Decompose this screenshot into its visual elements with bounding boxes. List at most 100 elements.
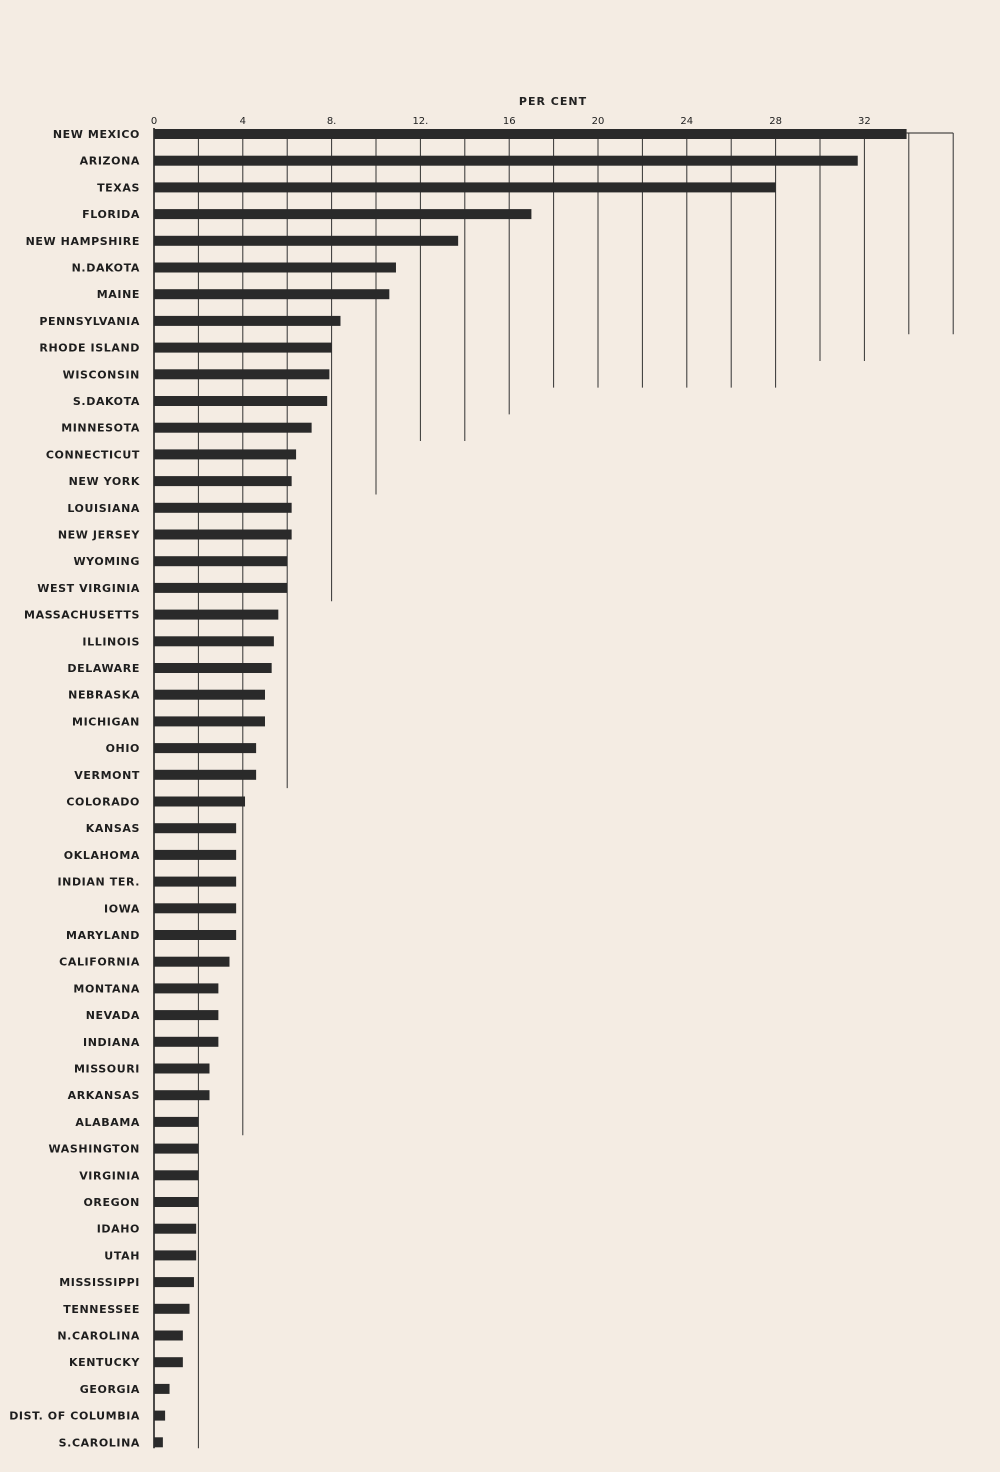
category-label: MICHIGAN [72, 715, 140, 728]
bar-florida [154, 209, 532, 220]
bar-colorado [154, 796, 246, 807]
category-label: OHIO [106, 742, 140, 755]
bar-washington [154, 1143, 199, 1154]
bar-ohio [154, 743, 257, 754]
bar-pennsylvania [154, 315, 341, 326]
bar-n-carolina [154, 1330, 183, 1341]
category-label: IOWA [104, 902, 140, 915]
bar-oklahoma [154, 849, 237, 860]
bar-alabama [154, 1116, 199, 1127]
bar-illinois [154, 636, 274, 647]
x-axis-ticks: 0 4 8. 12. 16 20 24 28 32 [151, 116, 871, 127]
bar-vermont [154, 769, 257, 780]
category-label: NEW YORK [69, 475, 140, 488]
bar-iowa [154, 903, 237, 914]
bar-wisconsin [154, 369, 330, 380]
bar-maine [154, 289, 390, 300]
category-label: TEXAS [97, 181, 140, 194]
bar-indian-ter [154, 876, 237, 887]
bar-nebraska [154, 689, 265, 700]
category-label: WEST VIRGINIA [37, 582, 140, 595]
category-label: ARIZONA [80, 155, 140, 168]
bar-new-hampshire [154, 235, 459, 246]
category-label: MARYLAND [66, 929, 140, 942]
category-label: MAINE [97, 288, 140, 301]
bar-utah [154, 1250, 197, 1261]
category-label: CALIFORNIA [59, 956, 140, 969]
gridlines [153, 128, 954, 1449]
category-label: KANSAS [86, 822, 140, 835]
bar-michigan [154, 716, 265, 727]
bar-texas [154, 182, 776, 193]
x-tick-label: 28 [769, 116, 782, 127]
category-label: WASHINGTON [49, 1143, 140, 1156]
bar-dist-of-columbia [154, 1410, 166, 1421]
category-label: IDAHO [97, 1223, 140, 1236]
bar-s-carolina [154, 1437, 163, 1448]
x-tick-label: 20 [592, 116, 605, 127]
bar-delaware [154, 663, 272, 673]
bar-montana [154, 983, 219, 994]
category-label: DIST. OF COLUMBIA [9, 1410, 140, 1423]
bar-s-dakota [154, 396, 328, 406]
bar-n-dakota [154, 262, 396, 273]
category-label: S.CAROLINA [59, 1436, 140, 1449]
category-label: NEBRASKA [68, 689, 140, 702]
bar-massachusetts [154, 609, 279, 620]
category-label: MONTANA [73, 982, 140, 995]
category-label: VERMONT [74, 769, 140, 782]
category-label: LOUISIANA [67, 502, 140, 515]
bar-kansas [154, 823, 237, 834]
x-tick-label: 4 [240, 116, 246, 127]
x-tick-label: 16 [503, 116, 516, 127]
bar-missouri [154, 1063, 210, 1074]
bar-wyoming [154, 556, 288, 567]
category-label: PENNSYLVANIA [39, 315, 140, 328]
x-tick-label: 8. [327, 116, 337, 127]
bar-rhode-island [154, 342, 332, 353]
bar-indiana [154, 1036, 219, 1047]
x-axis-title: PER CENT [519, 95, 587, 108]
bar-oregon [154, 1197, 199, 1207]
category-label: RHODE ISLAND [39, 342, 140, 355]
category-label: WISCONSIN [63, 368, 140, 381]
category-label: FLORIDA [82, 208, 140, 221]
bar-kentucky [154, 1357, 183, 1368]
category-label: CONNECTICUT [46, 448, 140, 461]
category-label: ARKANSAS [68, 1089, 140, 1102]
bar-california [154, 956, 230, 967]
category-label: NEW HAMPSHIRE [26, 235, 140, 248]
category-label: MISSOURI [74, 1063, 140, 1076]
x-tick-label: 12. [412, 116, 428, 127]
category-label: N.CAROLINA [57, 1330, 140, 1343]
category-label: COLORADO [66, 796, 140, 809]
bar-mississippi [154, 1277, 194, 1288]
category-label: INDIANA [83, 1036, 140, 1049]
category-label: N.DAKOTA [72, 262, 140, 275]
bar-new-york [154, 476, 292, 487]
bar-connecticut [154, 449, 297, 460]
category-label: MASSACHUSETTS [24, 609, 140, 622]
bar-louisiana [154, 502, 292, 513]
bar-maryland [154, 930, 237, 940]
bar-arizona [154, 155, 858, 166]
category-label: DELAWARE [67, 662, 140, 675]
category-label: ALABAMA [75, 1116, 140, 1129]
bar-arkansas [154, 1090, 210, 1101]
x-tick-label: 32 [858, 116, 871, 127]
category-label: TENNESSEE [63, 1303, 140, 1316]
category-label: OKLAHOMA [64, 849, 140, 862]
bar-minnesota [154, 422, 312, 433]
bars [154, 129, 907, 1448]
x-tick-label: 0 [151, 116, 157, 127]
bar-west-virginia [154, 582, 288, 593]
category-label: NEVADA [86, 1009, 140, 1022]
category-label: GEORGIA [80, 1383, 140, 1396]
bar-virginia [154, 1170, 199, 1181]
category-label: NEW MEXICO [53, 128, 140, 141]
category-label: NEW JERSEY [58, 529, 141, 542]
category-labels: NEW MEXICO ARIZONA TEXAS FLORIDA NEW HAMPSHI… [9, 128, 140, 1449]
category-label: WYOMING [73, 555, 140, 568]
